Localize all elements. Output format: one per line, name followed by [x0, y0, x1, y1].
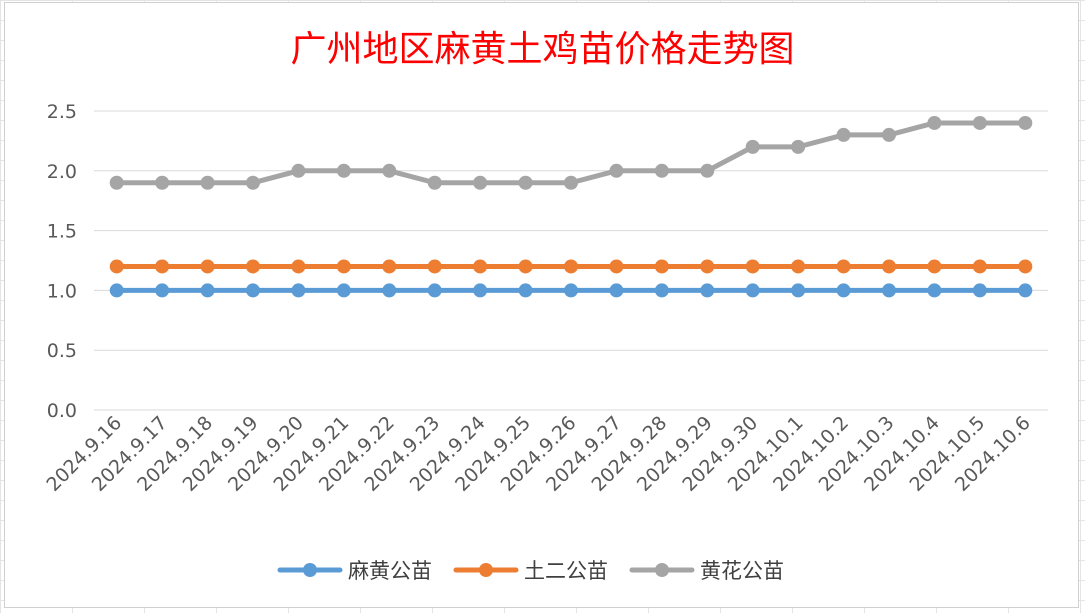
y-tick-label: 0.5: [47, 340, 77, 362]
data-point-marker: [882, 283, 896, 298]
data-point-marker: [745, 139, 760, 154]
data-point-marker: [700, 163, 715, 178]
legend-label: 麻黄公苗: [348, 559, 432, 583]
legend-swatch-marker: [303, 563, 317, 577]
data-point-marker: [836, 259, 851, 274]
data-point-marker: [336, 283, 351, 298]
data-point-marker: [473, 259, 488, 274]
data-point-marker: [336, 259, 351, 274]
legend-label: 黄花公苗: [700, 559, 784, 583]
data-point-marker: [927, 283, 942, 298]
data-point-marker: [1018, 283, 1033, 298]
data-point-marker: [155, 259, 170, 274]
y-tick-label: 2.0: [47, 161, 77, 183]
data-point-marker: [791, 259, 806, 274]
data-point-marker: [836, 127, 851, 142]
data-point-marker: [109, 175, 124, 190]
data-point-marker: [291, 163, 306, 178]
y-tick-label: 1.5: [47, 221, 77, 243]
data-point-marker: [246, 259, 260, 274]
data-point-marker: [427, 259, 442, 274]
data-point-marker: [518, 283, 533, 298]
data-point-marker: [791, 139, 806, 154]
data-point-marker: [336, 163, 351, 178]
data-point-marker: [700, 283, 715, 298]
data-point-marker: [109, 259, 124, 274]
data-point-marker: [200, 175, 215, 190]
data-point-marker: [972, 283, 987, 298]
legend-label: 土二公苗: [524, 559, 608, 583]
data-point-marker: [791, 283, 806, 298]
data-point-marker: [155, 283, 170, 298]
data-point-marker: [700, 259, 715, 274]
data-point-marker: [882, 259, 896, 274]
data-point-marker: [927, 259, 942, 274]
data-point-marker: [473, 175, 488, 190]
data-point-marker: [654, 259, 669, 274]
legend-swatch-marker: [655, 563, 669, 577]
data-point-marker: [609, 283, 624, 298]
data-point-marker: [155, 175, 170, 190]
data-point-marker: [745, 283, 760, 298]
data-point-marker: [291, 259, 306, 274]
data-point-marker: [427, 283, 442, 298]
data-point-marker: [200, 283, 215, 298]
data-point-marker: [291, 283, 306, 298]
data-point-marker: [972, 115, 987, 130]
chart-area[interactable]: [4, 2, 1079, 608]
data-point-marker: [382, 163, 397, 178]
data-point-marker: [382, 259, 397, 274]
data-point-marker: [654, 163, 669, 178]
y-tick-label: 2.5: [47, 101, 77, 123]
data-point-marker: [518, 259, 533, 274]
data-point-marker: [109, 283, 124, 298]
data-point-marker: [609, 163, 624, 178]
data-point-marker: [927, 115, 942, 130]
data-point-marker: [564, 259, 578, 274]
chart-title: 广州地区麻黄土鸡苗价格走势图: [290, 29, 795, 70]
data-point-marker: [836, 283, 851, 298]
data-point-marker: [1018, 115, 1033, 130]
data-point-marker: [882, 127, 896, 142]
data-point-marker: [972, 259, 987, 274]
legend-swatch-marker: [479, 563, 493, 577]
data-point-marker: [1018, 259, 1033, 274]
data-point-marker: [654, 283, 669, 298]
data-point-marker: [427, 175, 442, 190]
data-point-marker: [609, 259, 624, 274]
data-point-marker: [246, 175, 260, 190]
data-point-marker: [246, 283, 260, 298]
data-point-marker: [564, 283, 578, 298]
y-tick-label: 0.0: [47, 400, 77, 422]
data-point-marker: [382, 283, 397, 298]
data-point-marker: [200, 259, 215, 274]
data-point-marker: [473, 283, 488, 298]
data-point-marker: [518, 175, 533, 190]
data-point-marker: [564, 175, 578, 190]
data-point-marker: [745, 259, 760, 274]
y-tick-label: 1.0: [47, 280, 77, 302]
